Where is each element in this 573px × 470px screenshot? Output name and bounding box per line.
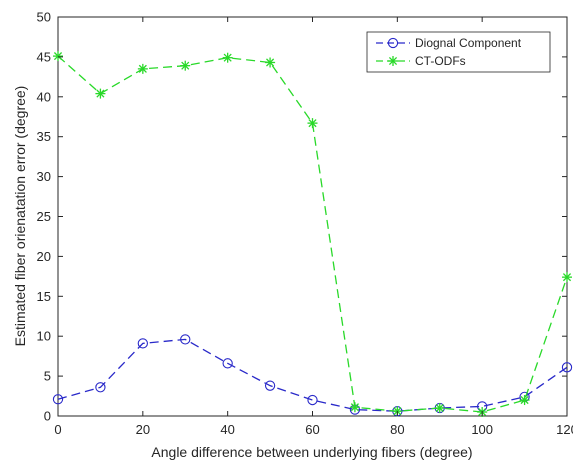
x-axis-title: Angle difference between underlying fibe… bbox=[151, 444, 472, 460]
y-tick-label: 35 bbox=[37, 129, 51, 144]
data-point-diognal-component bbox=[137, 338, 148, 349]
y-tick-label: 5 bbox=[44, 369, 51, 384]
ticks-layer: 0 20 40 60 80 100 120 0 5 10 15 20 25 30 35 40 45 50 bbox=[37, 10, 573, 438]
legend-marker-diognal-component bbox=[387, 37, 399, 49]
legend: Diognal Component CT-ODFs bbox=[366, 31, 551, 73]
data-point-diognal-component bbox=[264, 380, 276, 391]
data-point-diognal-component bbox=[222, 358, 233, 369]
y-tick-label: 15 bbox=[37, 289, 51, 304]
data-point-ct-odfs bbox=[137, 63, 148, 74]
x-tick-label: 120 bbox=[556, 422, 573, 437]
data-point-diognal-component bbox=[52, 394, 64, 405]
x-tick-label: 0 bbox=[54, 422, 61, 437]
y-tick-label: 45 bbox=[37, 49, 51, 64]
data-point-diognal-component bbox=[561, 362, 573, 373]
y-tick-label: 0 bbox=[44, 409, 51, 424]
x-tick-label: 100 bbox=[471, 422, 493, 437]
y-tick-label: 40 bbox=[37, 89, 51, 104]
data-point-ct-odfs bbox=[222, 52, 233, 63]
data-point-ct-odfs bbox=[53, 51, 63, 62]
series-line-diognal-component bbox=[57, 338, 568, 412]
legend-label-diognal-component: Diognal Component bbox=[415, 36, 522, 50]
y-tick-label: 25 bbox=[37, 209, 51, 224]
legend-samples bbox=[376, 37, 410, 66]
y-axis-title: Estimated fiber orienatation error (degr… bbox=[12, 86, 28, 347]
data-point-diognal-component bbox=[180, 334, 191, 345]
data-point-ct-odfs bbox=[519, 395, 530, 406]
data-point-ct-odfs bbox=[180, 60, 191, 71]
data-point-ct-odfs bbox=[434, 403, 445, 414]
y-tick-label: 50 bbox=[37, 10, 51, 25]
x-tick-label: 40 bbox=[220, 422, 234, 437]
data-point-ct-odfs bbox=[265, 57, 276, 68]
data-point-diognal-component bbox=[95, 382, 106, 393]
data-point-ct-odfs bbox=[349, 402, 360, 413]
y-tick-label: 30 bbox=[37, 169, 51, 184]
plot-area bbox=[57, 16, 568, 417]
legend-label-ct-odfs: CT-ODFs bbox=[415, 54, 466, 68]
data-point-diognal-component bbox=[307, 394, 318, 406]
y-tick-label: 20 bbox=[37, 249, 51, 264]
legend-box bbox=[366, 31, 551, 73]
x-tick-label: 60 bbox=[305, 422, 319, 437]
x-tick-label: 20 bbox=[136, 422, 150, 437]
x-tick-label: 80 bbox=[390, 422, 404, 437]
legend-marker-ct-odfs bbox=[388, 56, 398, 66]
data-point-ct-odfs bbox=[95, 88, 106, 99]
data-point-ct-odfs bbox=[307, 118, 318, 129]
data-point-ct-odfs bbox=[562, 272, 572, 283]
y-tick-label: 10 bbox=[37, 329, 51, 344]
